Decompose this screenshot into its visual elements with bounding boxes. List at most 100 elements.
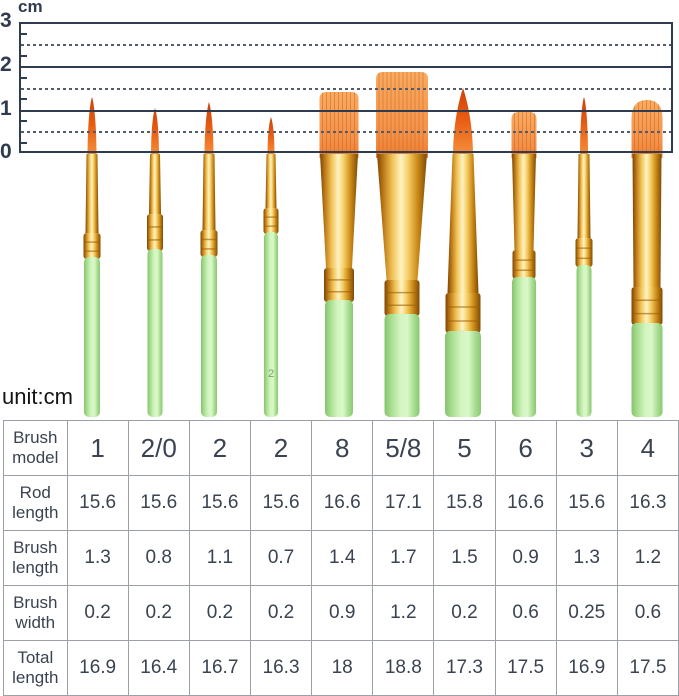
bristles-round (580, 97, 588, 157)
cell-brush_length-4: 0.7 (249, 530, 313, 586)
cell-brush_length-5: 1.4 (311, 530, 374, 586)
cell-brush_width-4: 0.2 (249, 585, 313, 641)
cell-model-3: 2 (188, 420, 251, 476)
ferrule (377, 154, 427, 280)
brush-model-2: 2 (263, 117, 279, 417)
cell-brush_length-1: 1.3 (66, 530, 129, 586)
bristles-round (453, 88, 473, 157)
table-row-rod_length: Rod length 15.6 15.6 15.6 15.6 16.6 17.1 15.8 16… (3, 475, 679, 531)
bristles-round (151, 108, 159, 157)
bristle-striations (378, 72, 424, 157)
ferrule (149, 154, 161, 214)
ferrule (447, 154, 479, 293)
ferrule-crimp (631, 287, 663, 325)
cell-model-2: 2/0 (127, 420, 190, 476)
cell-total_length-8: 17.5 (494, 640, 557, 696)
cell-brush_width-8: 0.6 (494, 585, 557, 641)
cell-brush_length-2: 0.8 (127, 530, 190, 586)
ferrule-crimp (445, 293, 481, 333)
cell-total_length-5: 18 (311, 640, 374, 696)
row-header-total_length: Total length (3, 640, 68, 696)
cell-model-6: 5/8 (372, 420, 435, 476)
ferrule (632, 154, 662, 287)
bristles-flat (511, 112, 537, 158)
ferrule (202, 154, 216, 230)
cell-model-4: 2 (249, 420, 313, 476)
ferrule-crimp (147, 214, 163, 251)
cell-brush_width-9: 0.25 (555, 585, 618, 641)
handle (576, 265, 592, 417)
cell-rod_length-8: 16.6 (494, 475, 557, 531)
bristles-flat (376, 72, 428, 158)
cell-rod_length-3: 15.6 (188, 475, 251, 531)
ferrule (512, 154, 536, 250)
row-header-rod_length: Rod length (3, 475, 68, 531)
ruler-tick-label-0: 0 (0, 140, 12, 163)
handle (512, 277, 536, 417)
bristle-striations (322, 92, 355, 157)
ferrule-crimp (83, 233, 101, 259)
handle-mark: 2 (268, 368, 274, 380)
cell-model-5: 8 (311, 420, 374, 476)
cell-total_length-9: 16.9 (555, 640, 618, 696)
brush-model-8 (319, 92, 359, 417)
ferrule-crimp (575, 238, 593, 267)
cell-model-1: 1 (66, 420, 129, 476)
brush-model-5 (445, 88, 481, 417)
brush-model-1 (83, 97, 101, 417)
row-header-model: Brush model (3, 420, 68, 476)
brush-model-6 (511, 112, 537, 417)
bristle-striations (514, 112, 535, 157)
cell-total_length-1: 16.9 (66, 640, 129, 696)
brush-model-3 (575, 97, 593, 417)
ruler-tick-label-3: 3 (0, 9, 12, 32)
cell-model-10: 4 (616, 420, 679, 476)
cell-brush_width-7: 0.2 (433, 585, 496, 641)
table-row-brush_length: Brush length 1.3 0.8 1.1 0.7 1.4 1.7 1.5 0.9 1.3 1… (3, 530, 679, 586)
cell-rod_length-1: 15.6 (66, 475, 129, 531)
handle (84, 257, 100, 417)
cell-brush_length-7: 1.5 (433, 530, 496, 586)
handle (445, 331, 481, 417)
cell-model-9: 3 (555, 420, 618, 476)
cell-rod_length-10: 16.3 (616, 475, 679, 531)
cell-total_length-3: 16.7 (188, 640, 251, 696)
cell-rod_length-5: 16.6 (311, 475, 374, 531)
ferrule-crimp (263, 208, 279, 234)
cell-brush_length-9: 1.3 (555, 530, 618, 586)
cell-brush_length-3: 1.1 (188, 530, 251, 586)
cell-rod_length-9: 15.6 (555, 475, 618, 531)
ruler-tick-label-1: 1 (0, 97, 12, 120)
spec-table: Brush model 1 2/0 2 2 8 5/8 5 6 3 4 Rod length 15.6 1… (3, 420, 679, 696)
cell-model-7: 5 (433, 420, 496, 476)
bristles-round (267, 117, 275, 157)
cell-total_length-10: 17.5 (616, 640, 679, 696)
ferrule-crimp (512, 250, 536, 279)
unit-note: unit:cm (2, 384, 73, 409)
handle (384, 314, 420, 417)
table-row-brush_width: Brush width 0.2 0.2 0.2 0.2 0.9 1.2 0.2 0.6 0.25 0… (3, 585, 679, 641)
handle (264, 232, 278, 417)
cell-brush_width-1: 0.2 (66, 585, 129, 641)
ruler-tick-label-2: 2 (0, 53, 12, 76)
paint-brush-set-photo: 2 (83, 72, 663, 417)
bristles-round (87, 97, 97, 157)
bristle-striations (634, 100, 659, 157)
cell-total_length-2: 16.4 (127, 640, 190, 696)
cell-total_length-4: 16.3 (249, 640, 313, 696)
ferrule-crimp (200, 230, 218, 257)
cell-brush_length-6: 1.7 (372, 530, 435, 586)
brush-model-2 (200, 102, 218, 417)
handle (201, 255, 217, 417)
handle (147, 249, 163, 417)
ferrule (320, 154, 358, 268)
ferrule-crimp (384, 280, 420, 316)
brush-model-2-0 (147, 108, 163, 417)
handle (631, 323, 663, 417)
brush-model-4 (631, 100, 663, 417)
cell-rod_length-6: 17.1 (372, 475, 435, 531)
handle (325, 300, 353, 417)
table-row-total_length: Total length 16.9 16.4 16.7 16.3 18 18.8 17.3 17… (3, 640, 679, 696)
ferrule (265, 154, 277, 208)
